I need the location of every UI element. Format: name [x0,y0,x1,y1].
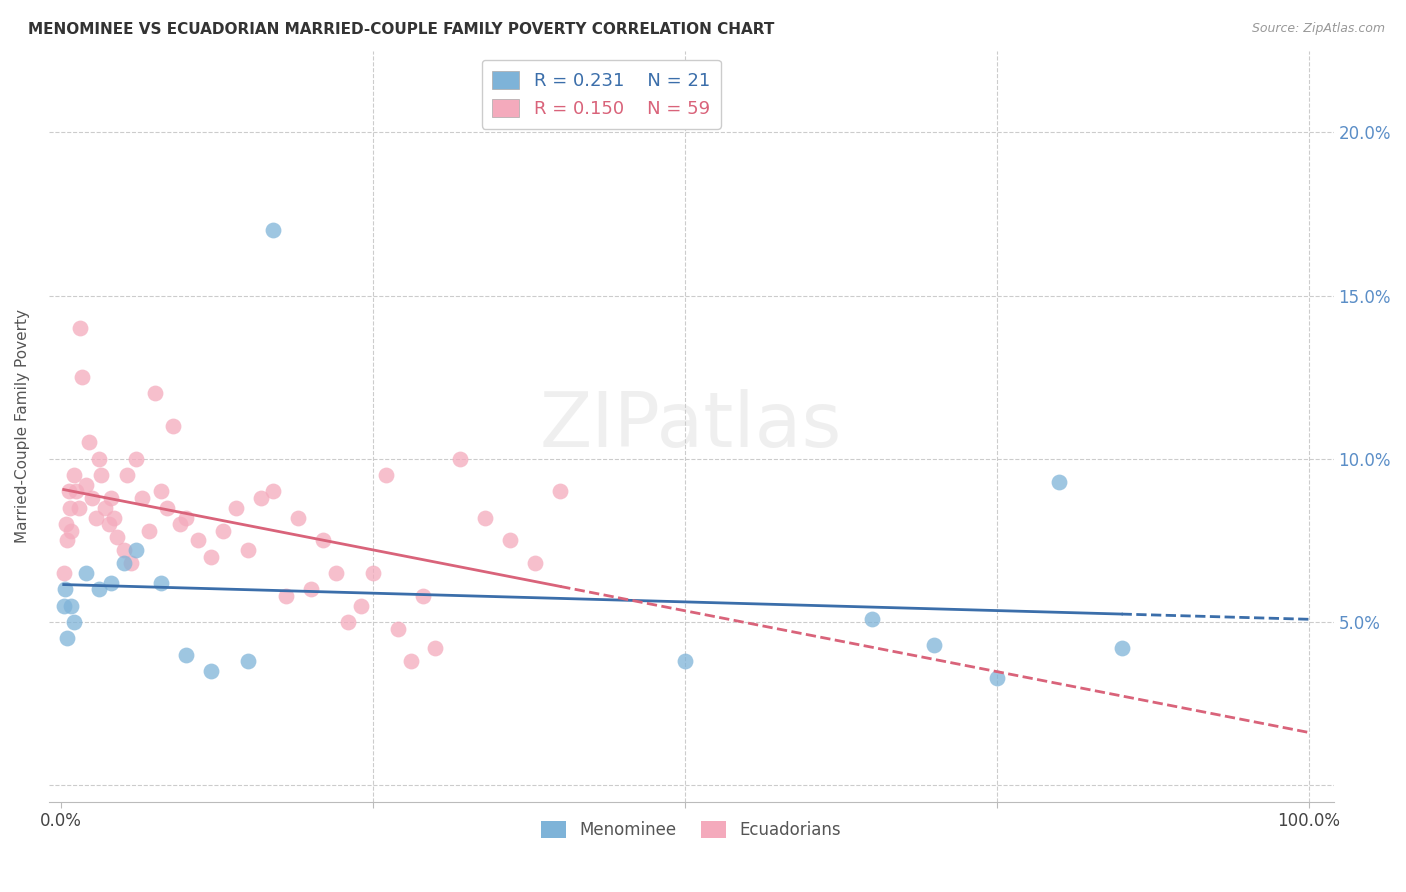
Point [55,517,77,532]
Text: ZIPatlas: ZIPatlas [540,389,842,463]
Point [262,223,284,237]
Point [52,599,75,613]
Point [94,500,117,515]
Point [75,566,97,580]
Point [82,491,104,505]
Point [72,370,94,384]
Point [299,582,322,597]
Point [250,491,273,505]
Point [52,566,75,580]
Point [162,419,184,434]
Point [90,468,112,483]
Point [56,533,79,548]
Point [77,435,100,450]
Point [524,556,547,570]
Point [100,491,122,505]
Point [150,575,173,590]
Point [924,638,946,652]
Point [548,484,571,499]
Point [425,641,447,656]
Point [62,615,84,629]
Point [100,575,122,590]
Point [449,451,471,466]
Point [474,510,496,524]
Text: MENOMINEE VS ECUADORIAN MARRIED-COUPLE FAMILY POVERTY CORRELATION CHART: MENOMINEE VS ECUADORIAN MARRIED-COUPLE F… [28,22,775,37]
Point [97,517,120,532]
Point [274,589,297,603]
Point [67,500,90,515]
Point [499,533,522,548]
Point [60,524,83,538]
Point [69,321,91,335]
Point [131,491,153,505]
Point [287,510,309,524]
Point [374,468,396,483]
Point [60,599,83,613]
Point [238,654,260,668]
Point [399,654,422,668]
Point [125,543,148,558]
Point [187,533,209,548]
Point [412,589,434,603]
Point [75,478,97,492]
Point [387,622,409,636]
Point [87,451,110,466]
Point [62,468,84,483]
Point [225,500,247,515]
Point [986,671,1008,685]
Point [200,549,222,564]
Point [56,632,79,646]
Point [337,615,360,629]
Point [143,386,166,401]
Point [325,566,347,580]
Point [238,543,260,558]
Point [138,524,160,538]
Point [112,543,135,558]
Text: Source: ZipAtlas.com: Source: ZipAtlas.com [1251,22,1385,36]
Point [361,566,384,580]
Point [673,654,696,668]
Point [1111,641,1133,656]
Point [112,556,135,570]
Point [58,484,80,499]
Point [212,524,235,538]
Point [120,556,142,570]
Point [156,500,179,515]
Point [150,484,173,499]
Point [105,530,128,544]
Point [349,599,371,613]
Point [169,517,191,532]
Point [103,510,125,524]
Point [53,582,76,597]
Point [200,664,222,678]
Point [87,582,110,597]
Legend: Menominee, Ecuadorians: Menominee, Ecuadorians [534,814,848,846]
Point [84,510,107,524]
Point [65,484,87,499]
Point [312,533,335,548]
Point [262,484,284,499]
Point [860,612,883,626]
Point [174,510,197,524]
Point [174,648,197,662]
Point [59,500,82,515]
Point [1047,475,1070,489]
Point [117,468,139,483]
Y-axis label: Married-Couple Family Poverty: Married-Couple Family Poverty [15,310,30,543]
Point [125,451,148,466]
